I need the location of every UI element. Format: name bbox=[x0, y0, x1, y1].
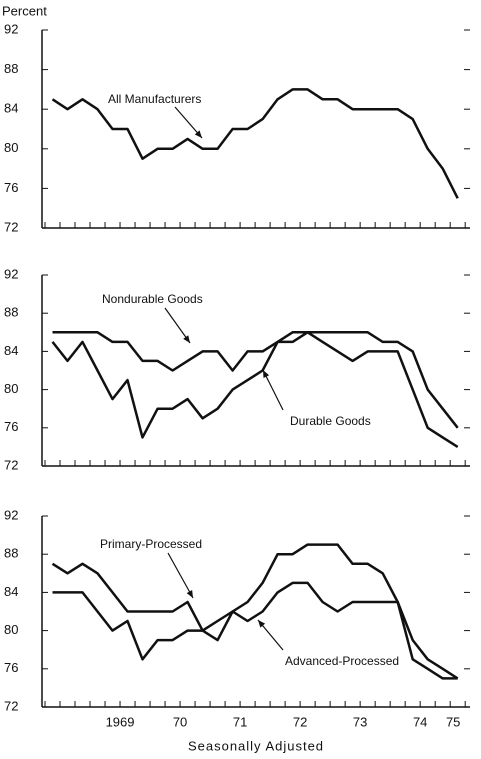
y-tick-label: 72 bbox=[4, 698, 18, 713]
annotation: Durable Goods bbox=[290, 414, 371, 428]
y-tick-label: 76 bbox=[4, 419, 18, 434]
series-line bbox=[52, 331, 459, 429]
y-tick-label: 92 bbox=[4, 21, 18, 36]
arrow-head bbox=[258, 620, 266, 628]
y-tick-label: 80 bbox=[4, 381, 18, 396]
series-line bbox=[51, 543, 459, 680]
y-tick-label: 84 bbox=[4, 343, 18, 358]
arrow-head bbox=[194, 130, 202, 138]
y-tick-label: 76 bbox=[4, 660, 18, 675]
x-tick-label: 1969 bbox=[106, 714, 135, 729]
y-tick-label: 88 bbox=[4, 305, 18, 320]
y-tick-label: 72 bbox=[4, 457, 18, 472]
x-tick-label: 75 bbox=[446, 714, 460, 729]
x-tick-label: 74 bbox=[413, 714, 427, 729]
y-tick-label: 72 bbox=[4, 219, 18, 234]
y-tick-label: 76 bbox=[4, 180, 18, 195]
x-tick-label: 71 bbox=[233, 714, 247, 729]
annotation-arrow bbox=[167, 552, 194, 599]
y-tick-label: 80 bbox=[4, 140, 18, 155]
annotation: Primary-Processed bbox=[100, 537, 202, 551]
y-axis-label: Percent bbox=[2, 3, 47, 18]
arrow-head bbox=[186, 590, 193, 598]
annotation: Advanced-Processed bbox=[285, 654, 399, 668]
annotation: Nondurable Goods bbox=[102, 292, 203, 306]
y-tick-label: 80 bbox=[4, 622, 18, 637]
arrow-head bbox=[263, 370, 270, 378]
y-tick-label: 88 bbox=[4, 61, 18, 76]
x-tick-label: 70 bbox=[173, 714, 187, 729]
y-tick-label: 84 bbox=[4, 101, 18, 116]
x-tick-label: 72 bbox=[293, 714, 307, 729]
x-axis-label: Seasonally Adjusted bbox=[188, 738, 324, 753]
arrow-head bbox=[183, 335, 190, 343]
y-tick-label: 92 bbox=[4, 507, 18, 522]
x-tick-label: 73 bbox=[353, 714, 367, 729]
annotation: All Manufacturers bbox=[108, 92, 201, 106]
y-tick-label: 88 bbox=[4, 546, 18, 561]
annotation-arrow bbox=[262, 369, 284, 411]
series-line bbox=[52, 581, 458, 680]
y-tick-label: 84 bbox=[4, 584, 18, 599]
y-tick-label: 92 bbox=[4, 266, 18, 281]
series-line bbox=[51, 88, 459, 199]
series-line bbox=[51, 331, 459, 448]
